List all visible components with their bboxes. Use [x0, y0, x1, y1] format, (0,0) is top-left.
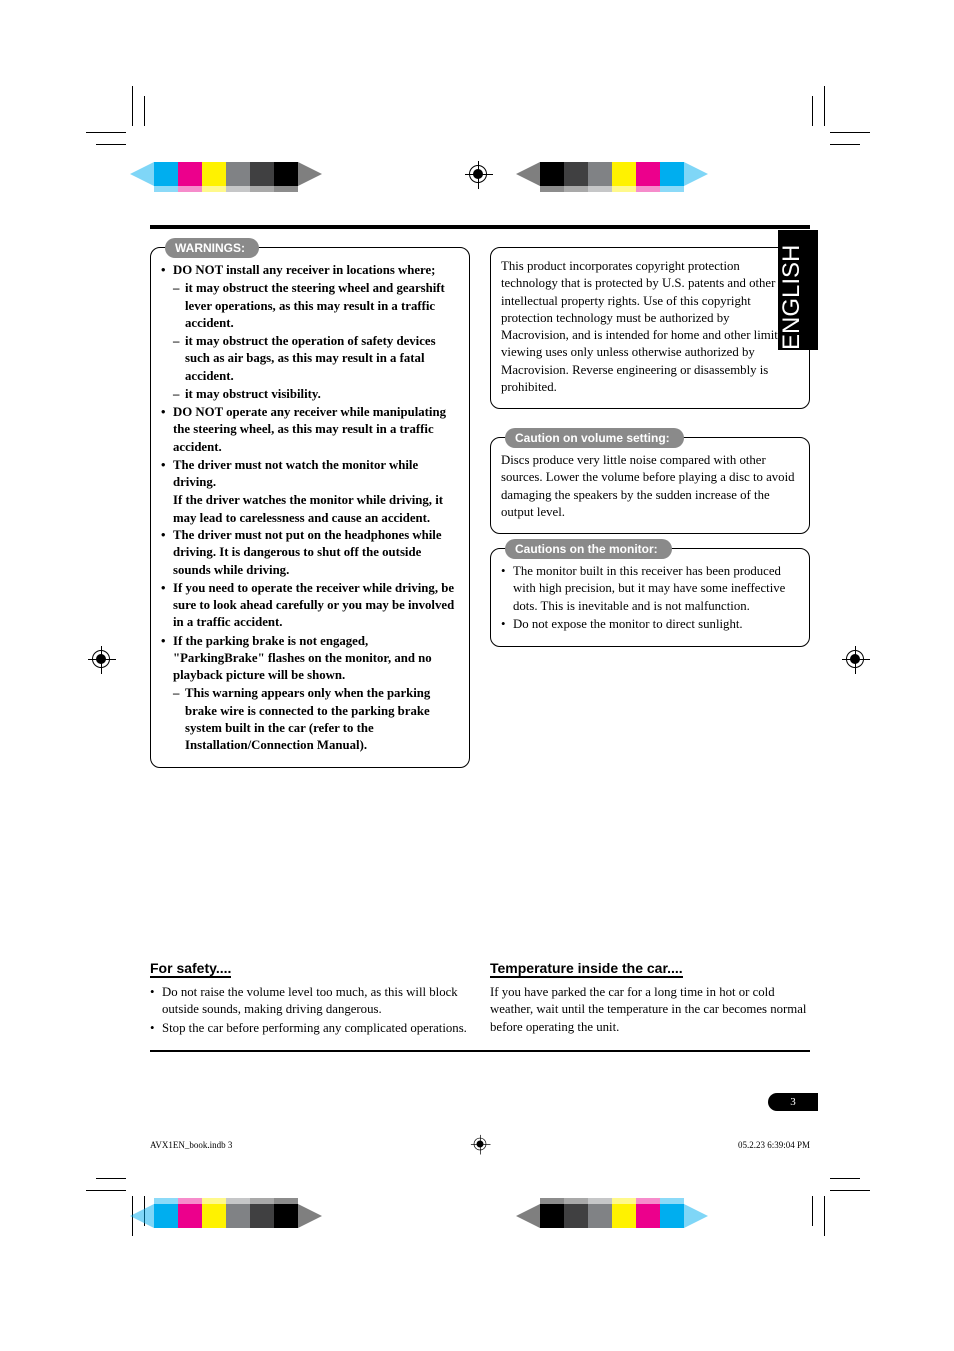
language-tab: ENGLISH [778, 230, 818, 350]
warning-item: DO NOT install any receiver in locations… [161, 262, 459, 279]
crop-mark-br [800, 1166, 860, 1226]
bottom-rule [150, 1050, 810, 1052]
safety-item: Stop the car before performing any compl… [150, 1020, 470, 1037]
bottom-sections: For safety.... Do not raise the volume l… [150, 960, 810, 1052]
warning-continuation: If the driver watches the monitor while … [161, 492, 459, 527]
color-swatch [636, 1204, 660, 1228]
monitor-caution-item: The monitor built in this receiver has b… [501, 563, 799, 615]
color-bar-top-right [540, 162, 684, 186]
color-bar-top-left [154, 162, 298, 186]
footer-right: 05.2.23 6:39:04 PM [738, 1140, 810, 1150]
monitor-cautions-title: Cautions on the monitor: [505, 539, 672, 559]
color-swatch [612, 162, 636, 186]
warning-subitem: it may obstruct the operation of safety … [161, 333, 459, 385]
color-swatch [178, 1204, 202, 1228]
color-swatch [660, 162, 684, 186]
print-footer: AVX1EN_book.indb 3 05.2.23 6:39:04 PM [150, 1140, 810, 1150]
crop-mark-tr [800, 96, 860, 156]
color-swatch [226, 162, 250, 186]
warning-item: DO NOT operate any receiver while manipu… [161, 404, 459, 456]
warning-item: The driver must not put on the headphone… [161, 527, 459, 579]
volume-caution-box: Caution on volume setting: Discs produce… [490, 437, 810, 534]
footer-left: AVX1EN_book.indb 3 [150, 1140, 232, 1150]
warning-item: If the parking brake is not engaged, "Pa… [161, 633, 459, 685]
monitor-caution-item: Do not expose the monitor to direct sunl… [501, 616, 799, 633]
temperature-body: If you have parked the car for a long ti… [490, 984, 810, 1036]
warning-subitem: This warning appears only when the parki… [161, 685, 459, 754]
color-swatch [636, 162, 660, 186]
color-bar-bottom-left [154, 1204, 298, 1228]
registration-mark-left [92, 650, 110, 673]
footer-registration-icon [471, 1135, 489, 1155]
color-swatch [202, 162, 226, 186]
color-swatch [588, 162, 612, 186]
color-swatch [274, 1204, 298, 1228]
temperature-title: Temperature inside the car.... [490, 960, 683, 978]
color-swatch [274, 162, 298, 186]
color-swatch [540, 162, 564, 186]
registration-mark-right [846, 650, 864, 673]
safety-title: For safety.... [150, 960, 231, 978]
crop-mark-tl [96, 96, 156, 156]
copyright-box: This product incorporates copyright prot… [490, 247, 810, 409]
warnings-box: WARNINGS: DO NOT install any receiver in… [150, 247, 470, 768]
page-number-badge: 3 [768, 1093, 818, 1111]
color-swatch [202, 1204, 226, 1228]
color-swatch [660, 1204, 684, 1228]
color-swatch [250, 162, 274, 186]
color-swatch [226, 1204, 250, 1228]
registration-mark-top [469, 165, 487, 188]
warnings-title: WARNINGS: [165, 238, 259, 258]
color-swatch [178, 162, 202, 186]
volume-caution-title: Caution on volume setting: [505, 428, 684, 448]
color-swatch [540, 1204, 564, 1228]
warning-item: The driver must not watch the monitor wh… [161, 457, 459, 492]
warning-subitem: it may obstruct the steering wheel and g… [161, 280, 459, 332]
warning-item: If you need to operate the receiver whil… [161, 580, 459, 632]
color-swatch [154, 162, 178, 186]
color-swatch [564, 1204, 588, 1228]
page-content: WARNINGS: DO NOT install any receiver in… [150, 225, 810, 782]
color-swatch [154, 1204, 178, 1228]
volume-caution-body: Discs produce very little noise compared… [501, 452, 799, 521]
warning-subitem: it may obstruct visibility. [161, 386, 459, 403]
color-swatch [588, 1204, 612, 1228]
color-swatch [564, 162, 588, 186]
copyright-text: This product incorporates copyright prot… [501, 258, 799, 396]
safety-item: Do not raise the volume level too much, … [150, 984, 470, 1019]
color-swatch [612, 1204, 636, 1228]
top-rule [150, 225, 810, 229]
monitor-cautions-box: Cautions on the monitor: The monitor bui… [490, 548, 810, 647]
color-bar-bottom-right [540, 1204, 684, 1228]
color-swatch [250, 1204, 274, 1228]
